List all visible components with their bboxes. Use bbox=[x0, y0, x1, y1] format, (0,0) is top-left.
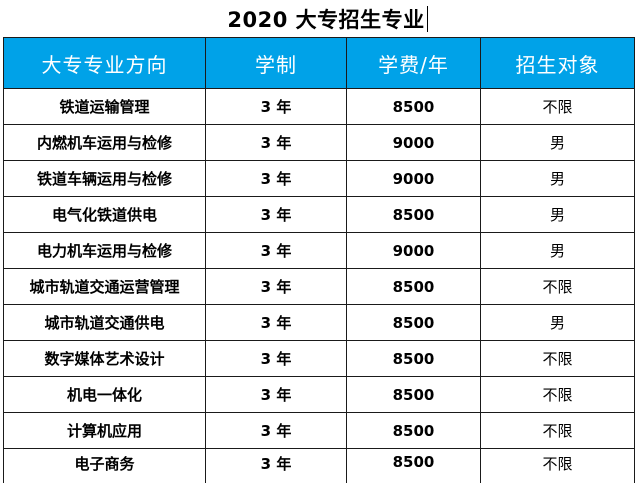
major-name-cell: 计算机应用 bbox=[3, 412, 206, 449]
fee-cell: 8500 bbox=[346, 376, 481, 413]
fee-cell: 8500 bbox=[346, 340, 481, 377]
fee-cell: 8500 bbox=[346, 448, 481, 483]
duration-cell: 3 年 bbox=[205, 412, 347, 449]
table-row: 电力机车运用与检修 3 年 9000 男 bbox=[3, 232, 635, 269]
table-row: 城市轨道交通供电 3 年 8500 男 bbox=[3, 304, 635, 341]
eligibility-cell: 不限 bbox=[480, 340, 635, 377]
eligibility-cell: 男 bbox=[480, 304, 635, 341]
column-header-fee: 学费/年 bbox=[346, 37, 481, 89]
major-name-cell: 电子商务 bbox=[3, 448, 206, 483]
eligibility-cell: 不限 bbox=[480, 448, 635, 483]
duration-cell: 3 年 bbox=[205, 376, 347, 413]
table-row: 机电一体化 3 年 8500 不限 bbox=[3, 376, 635, 413]
table-row: 数字媒体艺术设计 3 年 8500 不限 bbox=[3, 340, 635, 377]
major-name-cell: 铁道车辆运用与检修 bbox=[3, 160, 206, 197]
major-name-cell: 内燃机车运用与检修 bbox=[3, 124, 206, 161]
fee-cell: 9000 bbox=[346, 124, 481, 161]
majors-table: 大专专业方向 学制 学费/年 招生对象 铁道运输管理 3 年 8500 不限 内… bbox=[3, 37, 635, 483]
major-name-cell: 电气化铁道供电 bbox=[3, 196, 206, 233]
duration-cell: 3 年 bbox=[205, 448, 347, 483]
major-name-cell: 电力机车运用与检修 bbox=[3, 232, 206, 269]
document-title[interactable]: 2020 大专招生专业 bbox=[227, 4, 428, 34]
eligibility-cell: 男 bbox=[480, 196, 635, 233]
table-body: 铁道运输管理 3 年 8500 不限 内燃机车运用与检修 3 年 9000 男 … bbox=[3, 88, 635, 483]
major-name-cell: 数字媒体艺术设计 bbox=[3, 340, 206, 377]
title-bar: 2020 大专招生专业 bbox=[0, 0, 635, 37]
fee-cell: 9000 bbox=[346, 160, 481, 197]
column-header-major: 大专专业方向 bbox=[3, 37, 206, 89]
table-row: 铁道运输管理 3 年 8500 不限 bbox=[3, 88, 635, 125]
fee-cell: 8500 bbox=[346, 412, 481, 449]
duration-cell: 3 年 bbox=[205, 268, 347, 305]
duration-cell: 3 年 bbox=[205, 340, 347, 377]
table-row: 电气化铁道供电 3 年 8500 男 bbox=[3, 196, 635, 233]
fee-cell: 8500 bbox=[346, 268, 481, 305]
duration-cell: 3 年 bbox=[205, 232, 347, 269]
table-row: 计算机应用 3 年 8500 不限 bbox=[3, 412, 635, 449]
fee-cell: 8500 bbox=[346, 88, 481, 125]
table-row: 电子商务 3 年 8500 不限 bbox=[3, 448, 635, 483]
duration-cell: 3 年 bbox=[205, 88, 347, 125]
eligibility-cell: 男 bbox=[480, 124, 635, 161]
eligibility-cell: 男 bbox=[480, 160, 635, 197]
table-row: 内燃机车运用与检修 3 年 9000 男 bbox=[3, 124, 635, 161]
column-header-eligibility: 招生对象 bbox=[480, 37, 635, 89]
major-name-cell: 城市轨道交通运营管理 bbox=[3, 268, 206, 305]
eligibility-cell: 不限 bbox=[480, 412, 635, 449]
major-name-cell: 机电一体化 bbox=[3, 376, 206, 413]
table-row: 城市轨道交通运营管理 3 年 8500 不限 bbox=[3, 268, 635, 305]
table-header-row: 大专专业方向 学制 学费/年 招生对象 bbox=[3, 37, 635, 89]
fee-cell: 8500 bbox=[346, 304, 481, 341]
eligibility-cell: 不限 bbox=[480, 268, 635, 305]
document-title-text: 2020 大专招生专业 bbox=[227, 7, 425, 32]
fee-cell: 9000 bbox=[346, 232, 481, 269]
eligibility-cell: 男 bbox=[480, 232, 635, 269]
eligibility-cell: 不限 bbox=[480, 376, 635, 413]
duration-cell: 3 年 bbox=[205, 196, 347, 233]
table-row: 铁道车辆运用与检修 3 年 9000 男 bbox=[3, 160, 635, 197]
text-cursor bbox=[426, 5, 428, 32]
duration-cell: 3 年 bbox=[205, 124, 347, 161]
fee-cell: 8500 bbox=[346, 196, 481, 233]
duration-cell: 3 年 bbox=[205, 304, 347, 341]
duration-cell: 3 年 bbox=[205, 160, 347, 197]
column-header-duration: 学制 bbox=[205, 37, 347, 89]
major-name-cell: 城市轨道交通供电 bbox=[3, 304, 206, 341]
major-name-cell: 铁道运输管理 bbox=[3, 88, 206, 125]
eligibility-cell: 不限 bbox=[480, 88, 635, 125]
